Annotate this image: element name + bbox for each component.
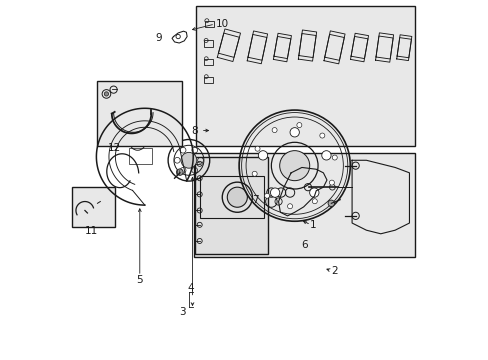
Text: 10: 10: [215, 19, 228, 29]
Circle shape: [176, 169, 183, 175]
Circle shape: [319, 133, 324, 138]
Bar: [193, 153, 414, 257]
Circle shape: [327, 200, 334, 207]
Circle shape: [258, 151, 267, 160]
Bar: [195, 157, 267, 253]
Circle shape: [296, 122, 301, 127]
Circle shape: [312, 199, 317, 204]
Bar: [204, 59, 212, 65]
Bar: [97, 81, 182, 146]
Text: 12: 12: [108, 143, 121, 153]
Circle shape: [252, 171, 257, 176]
Circle shape: [289, 128, 299, 137]
Text: 4: 4: [187, 283, 194, 293]
Circle shape: [329, 180, 334, 185]
Text: 8: 8: [191, 126, 198, 135]
Circle shape: [104, 92, 108, 96]
Bar: [204, 77, 212, 82]
Bar: [72, 187, 115, 226]
Circle shape: [270, 188, 279, 197]
Text: 3: 3: [179, 307, 186, 317]
Circle shape: [181, 152, 196, 168]
Text: 6: 6: [301, 240, 307, 250]
Circle shape: [264, 193, 269, 198]
Circle shape: [271, 127, 277, 132]
Circle shape: [309, 188, 318, 197]
Text: 2: 2: [331, 266, 338, 276]
Text: 9: 9: [155, 33, 162, 43]
Circle shape: [287, 204, 292, 209]
Circle shape: [279, 150, 309, 181]
Circle shape: [227, 187, 247, 207]
Circle shape: [255, 146, 260, 151]
Text: 5: 5: [136, 275, 143, 285]
Bar: [199, 176, 264, 218]
Text: 11: 11: [84, 226, 98, 236]
Bar: [203, 40, 213, 47]
Bar: [128, 148, 152, 164]
Text: 7: 7: [251, 195, 258, 205]
Circle shape: [331, 155, 337, 160]
Bar: [196, 6, 414, 146]
Circle shape: [321, 151, 330, 160]
Text: 1: 1: [309, 220, 316, 230]
Bar: [204, 21, 213, 27]
